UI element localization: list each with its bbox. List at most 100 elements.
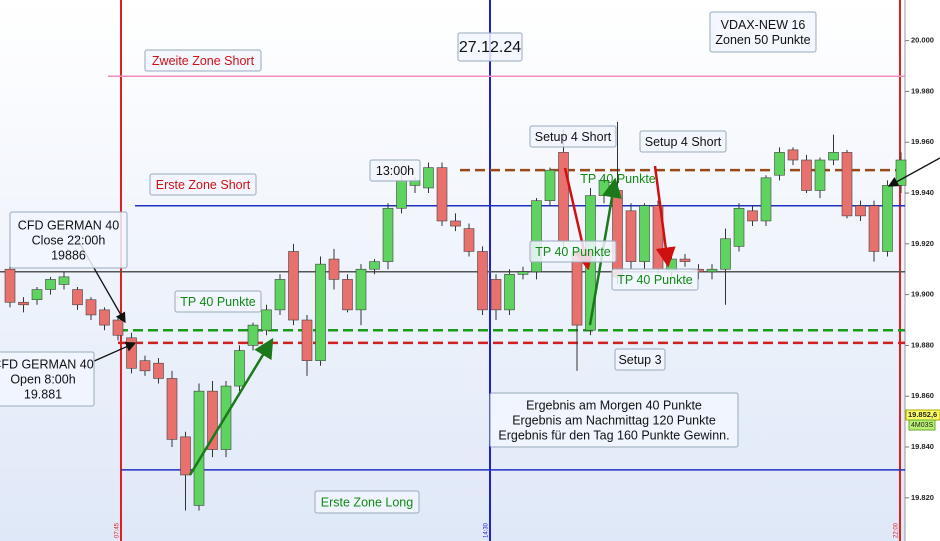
- candle-body: [72, 289, 83, 306]
- candle-body: [801, 159, 812, 191]
- annotation-text: Erste Zone Long: [321, 495, 413, 509]
- axis-background: [905, 0, 940, 541]
- annotation-text: 27.12.24: [459, 39, 521, 56]
- candle-body: [612, 190, 623, 278]
- candle-body: [720, 238, 731, 270]
- candle-body: [4, 268, 16, 303]
- annotation-text: Setup 4 Short: [535, 130, 612, 144]
- y-tick-label: 19.920: [911, 239, 934, 248]
- annotation-box: [489, 392, 739, 448]
- annotation-box: [457, 32, 523, 62]
- y-tick-label: 19.940: [911, 188, 934, 197]
- annotation-text: Close 22:00h: [32, 233, 106, 247]
- annotation-text: CFD GERMAN 40: [0, 357, 94, 371]
- candle-body: [531, 200, 542, 273]
- candle-body: [207, 390, 218, 450]
- candle-body: [787, 149, 799, 161]
- annotation-box: [9, 211, 128, 269]
- arrow: [91, 341, 137, 363]
- annotation-text: Erste Zone Short: [156, 178, 251, 192]
- candle-body: [396, 180, 407, 209]
- candle-body: [868, 205, 880, 252]
- candle-body: [625, 210, 637, 262]
- candle-body: [193, 390, 205, 506]
- annotation-text: TP 40 Punkte: [535, 245, 611, 259]
- annotation-text: TP 40 Punkte: [580, 172, 656, 186]
- candle-body: [436, 167, 448, 222]
- candle-body: [301, 319, 313, 361]
- annotation-text: Ergebnis am Morgen 40 Punkte: [526, 398, 702, 412]
- arrow: [653, 165, 676, 268]
- candle-body: [504, 274, 515, 311]
- candle-body: [679, 258, 691, 262]
- annotation-box: [614, 348, 666, 371]
- annotation-box: [639, 130, 727, 153]
- y-tick-label: 19.960: [911, 137, 934, 146]
- candle-body: [166, 378, 178, 440]
- annotation-text: 19886: [51, 248, 86, 262]
- time-marker-label: 14:30: [484, 522, 490, 538]
- candle-body: [747, 210, 758, 222]
- candle-body: [517, 271, 529, 275]
- y-tick-label: 19.860: [911, 391, 934, 400]
- y-tick-label: 19.980: [911, 86, 934, 95]
- annotation-text: 19.881: [24, 387, 62, 401]
- annotation-text: Setup 3: [618, 353, 661, 367]
- annotation-box: [709, 11, 817, 53]
- annotation-text: VDAX-NEW 16: [721, 18, 806, 32]
- candle-body: [895, 159, 907, 186]
- annotation-text: CFD GERMAN 40: [18, 218, 119, 232]
- timer-box: [908, 419, 936, 431]
- candle-body: [733, 207, 745, 247]
- candle-body: [180, 436, 191, 476]
- timer-label: 4M03S: [911, 422, 934, 429]
- candle-body: [760, 177, 772, 222]
- arrow: [188, 337, 274, 476]
- annotation-text: Ergebnis für den Tag 160 Punkte Gewinn.: [498, 428, 729, 442]
- candle-body: [477, 251, 488, 311]
- arrow: [887, 157, 940, 187]
- candle-body: [828, 152, 839, 161]
- candle-body: [855, 205, 866, 217]
- y-tick-label: 19.880: [911, 340, 934, 349]
- annotation-text: Open 8:00h: [10, 372, 75, 386]
- candle-body: [139, 360, 151, 372]
- annotation-box: [149, 173, 257, 196]
- candle-body: [126, 337, 137, 369]
- candle-body: [18, 301, 29, 306]
- candle-body: [355, 268, 367, 311]
- annotation-box: [0, 351, 95, 407]
- candle-body: [288, 251, 299, 321]
- annotation-box: [314, 490, 420, 514]
- candle-body: [639, 205, 650, 262]
- candle-body: [342, 279, 353, 311]
- candle-body: [99, 309, 110, 326]
- candle-body: [247, 324, 259, 346]
- annotation-box: [529, 240, 617, 263]
- plot-background: [0, 0, 905, 541]
- candle-body: [85, 299, 97, 316]
- time-marker-label: 07:45: [115, 522, 121, 538]
- candle-body: [328, 258, 340, 280]
- candle-body: [450, 220, 461, 227]
- candle-body: [153, 362, 164, 379]
- candle-body: [112, 319, 124, 336]
- annotation-box: [144, 49, 262, 72]
- annotation-box: [174, 290, 262, 313]
- y-tick-label: 19.900: [911, 290, 934, 299]
- candle-body: [814, 159, 826, 191]
- y-tick-label: 20.000: [911, 36, 934, 45]
- candle-body: [31, 289, 43, 301]
- candle-body: [234, 350, 245, 387]
- candle-body: [774, 152, 785, 176]
- candle-body: [558, 152, 569, 242]
- candle-body: [544, 169, 556, 201]
- candle-body: [841, 152, 853, 217]
- annotation-box: [611, 268, 699, 291]
- candle-body: [423, 167, 434, 189]
- annotation-box: [369, 159, 421, 182]
- candle-body: [58, 276, 70, 285]
- annotation-text: Ergebnis am Nachmittag 120 Punkte: [512, 413, 716, 427]
